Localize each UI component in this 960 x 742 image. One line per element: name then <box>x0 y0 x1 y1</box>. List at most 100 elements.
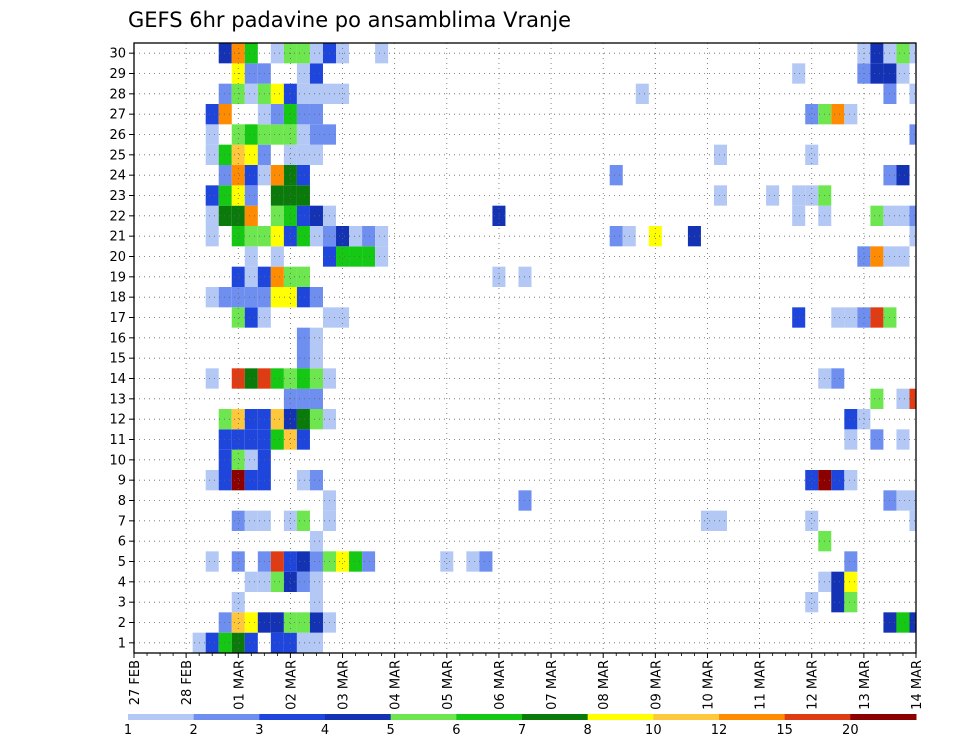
heatmap-cell <box>805 144 819 165</box>
heatmap-cell <box>844 551 858 572</box>
heatmap-cell <box>231 185 245 206</box>
x-tick-label: 04 MAR <box>389 660 404 710</box>
y-tick-label: 8 <box>118 494 126 509</box>
heatmap-cell <box>231 592 245 613</box>
heatmap-cell <box>244 287 258 308</box>
heatmap-cell <box>283 632 297 653</box>
heatmap-cell <box>831 307 845 328</box>
heatmap-cell <box>831 470 845 491</box>
heatmap-cell <box>205 104 219 125</box>
heatmap-cell <box>218 185 232 206</box>
heatmap-cell <box>309 124 323 145</box>
heatmap-cell <box>362 226 376 247</box>
heatmap-cell <box>896 43 910 64</box>
y-tick-label: 22 <box>109 209 126 224</box>
x-tick-label: 08 MAR <box>597 660 612 710</box>
heatmap-cell <box>896 246 910 267</box>
heatmap-cell <box>909 226 916 247</box>
heatmap-cell <box>309 226 323 247</box>
heatmap-cell <box>231 226 245 247</box>
heatmap-cell <box>831 571 845 592</box>
heatmap-cell <box>231 307 245 328</box>
heatmap-cell <box>296 632 310 653</box>
heatmap-cell <box>309 409 323 430</box>
heatmap-cell <box>805 592 819 613</box>
y-tick-label: 12 <box>109 413 126 428</box>
heatmap-cell <box>296 205 310 226</box>
heatmap-cell <box>309 368 323 389</box>
heatmap-cell <box>296 226 310 247</box>
heatmap-cell <box>362 246 376 267</box>
colorbar-swatch <box>653 714 720 720</box>
heatmap-cell <box>205 470 219 491</box>
heatmap-cell <box>713 144 728 165</box>
heatmap-cell <box>231 612 245 633</box>
x-tick-label: 12 MAR <box>806 660 821 710</box>
heatmap-cell <box>309 348 323 369</box>
heatmap-cell <box>766 185 780 206</box>
heatmap-cell <box>805 470 819 491</box>
y-tick-label: 23 <box>109 189 126 204</box>
heatmap-cell <box>205 632 219 653</box>
heatmap-cell <box>635 83 649 104</box>
colorbar-label: 1 <box>124 723 132 738</box>
heatmap-cell <box>844 470 858 491</box>
x-tick-label: 14 MAR <box>910 660 925 710</box>
heatmap-cell <box>244 63 258 84</box>
heatmap-cell <box>218 43 232 64</box>
heatmap-cell <box>713 185 728 206</box>
y-tick-label: 25 <box>109 148 126 163</box>
heatmap-cell <box>909 83 916 104</box>
heatmap-cell <box>909 205 916 226</box>
heatmap-cell <box>231 429 245 450</box>
colorbar-label: 20 <box>842 723 859 738</box>
heatmap-cell <box>309 43 323 64</box>
colorbar-label: 15 <box>776 723 793 738</box>
y-tick-label: 28 <box>109 87 126 102</box>
heatmap-cell <box>466 551 480 572</box>
heatmap-cell <box>336 246 350 267</box>
heatmap-cell <box>309 104 323 125</box>
heatmap-cell <box>336 307 350 328</box>
colorbar-swatch <box>587 714 654 720</box>
heatmap-cell <box>296 348 310 369</box>
colorbar-swatch <box>259 714 326 720</box>
heatmap-cell <box>244 165 258 186</box>
heatmap-cell <box>336 551 350 572</box>
x-tick-label: 27 FEB <box>128 660 143 705</box>
y-tick-label: 26 <box>109 128 126 143</box>
heatmap-cell <box>296 144 310 165</box>
heatmap-cell <box>336 226 350 247</box>
colorbar-swatch <box>850 714 917 720</box>
heatmap-cell <box>283 287 297 308</box>
heatmap-cell <box>231 144 245 165</box>
y-tick-label: 21 <box>109 230 126 245</box>
heatmap-cell <box>283 226 297 247</box>
heatmap-cell <box>244 185 258 206</box>
heatmap-cell <box>244 226 258 247</box>
heatmap-cell <box>283 409 297 430</box>
heatmap-cell <box>270 571 284 592</box>
heatmap-cell <box>870 205 884 226</box>
heatmap-cell <box>283 144 297 165</box>
heatmap-cell <box>309 612 323 633</box>
heatmap-cell <box>844 104 858 125</box>
heatmap-cell <box>231 551 245 572</box>
x-tick-label: 09 MAR <box>649 660 664 710</box>
heatmap-cell <box>805 510 819 531</box>
y-tick-label: 20 <box>109 250 126 265</box>
heatmap-cell <box>218 205 232 226</box>
heatmap-cell <box>244 510 258 531</box>
heatmap-cell <box>270 205 284 226</box>
heatmap-cell <box>296 63 310 84</box>
heatmap-cell <box>244 43 258 64</box>
heatmap-cell <box>270 429 284 450</box>
heatmap-cell <box>270 165 284 186</box>
y-tick-label: 7 <box>118 514 126 529</box>
heatmap-cell <box>896 63 910 84</box>
y-tick-label: 14 <box>109 372 126 387</box>
heatmap-cell <box>700 510 714 531</box>
y-tick-label: 6 <box>118 535 126 550</box>
heatmap-cell <box>296 409 310 430</box>
x-tick-label: 13 MAR <box>858 660 873 710</box>
